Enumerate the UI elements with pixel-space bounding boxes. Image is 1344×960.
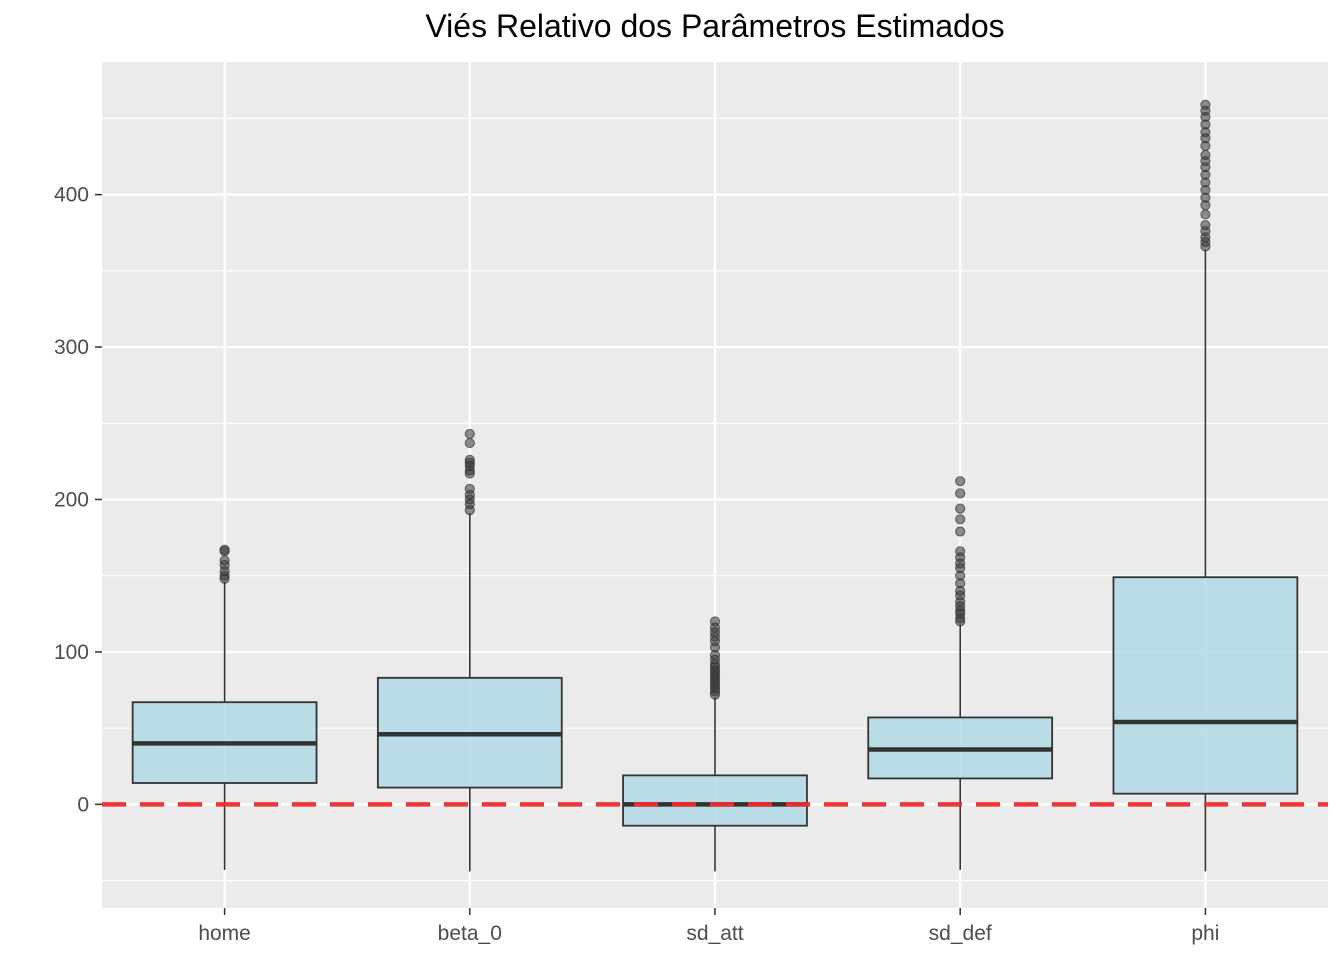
box-iqr <box>622 774 808 827</box>
y-tick-label: 300 <box>54 336 89 359</box>
outlier-point <box>955 514 966 525</box>
outlier-point <box>709 616 721 627</box>
outlier-point <box>1200 209 1211 220</box>
outlier-point <box>1200 220 1211 231</box>
outlier-point <box>219 544 230 555</box>
x-tick-label-beta_0: beta_0 <box>438 922 502 945</box>
y-tick-label: 200 <box>54 488 89 511</box>
box-sd_def <box>867 476 1054 870</box>
outlier-point <box>464 483 475 494</box>
outlier-point <box>219 555 230 566</box>
outlier-point <box>1200 149 1211 161</box>
x-tick-label-home: home <box>198 922 251 945</box>
boxes-layer <box>131 99 1299 872</box>
x-axis: home beta_0 sd_att sd_def phi <box>198 908 1219 945</box>
outlier-point <box>955 546 966 557</box>
outlier-point <box>464 454 475 465</box>
box-phi <box>1112 99 1299 872</box>
box-iqr <box>1112 576 1299 795</box>
outlier-point <box>955 488 966 499</box>
outlier-point <box>955 476 966 487</box>
x-tick-label-sd_att: sd_att <box>686 922 743 945</box>
outlier-point <box>955 526 966 537</box>
x-tick-label-sd_def: sd_def <box>929 922 992 945</box>
y-axis: 0 100 200 300 400 <box>54 184 102 816</box>
outlier-point <box>1200 99 1211 110</box>
y-tick-label: 100 <box>54 641 89 664</box>
y-tick-label: 0 <box>77 793 89 816</box>
box-home <box>131 544 318 870</box>
outlier-point <box>955 503 966 514</box>
outlier-point <box>464 428 475 440</box>
x-tick-label-phi: phi <box>1191 922 1219 945</box>
y-tick-label: 400 <box>54 184 89 207</box>
outlier-point <box>464 437 475 449</box>
box-beta_0 <box>376 428 563 872</box>
chart-title: Viés Relativo dos Parâmetros Estimados <box>425 8 1005 44</box>
